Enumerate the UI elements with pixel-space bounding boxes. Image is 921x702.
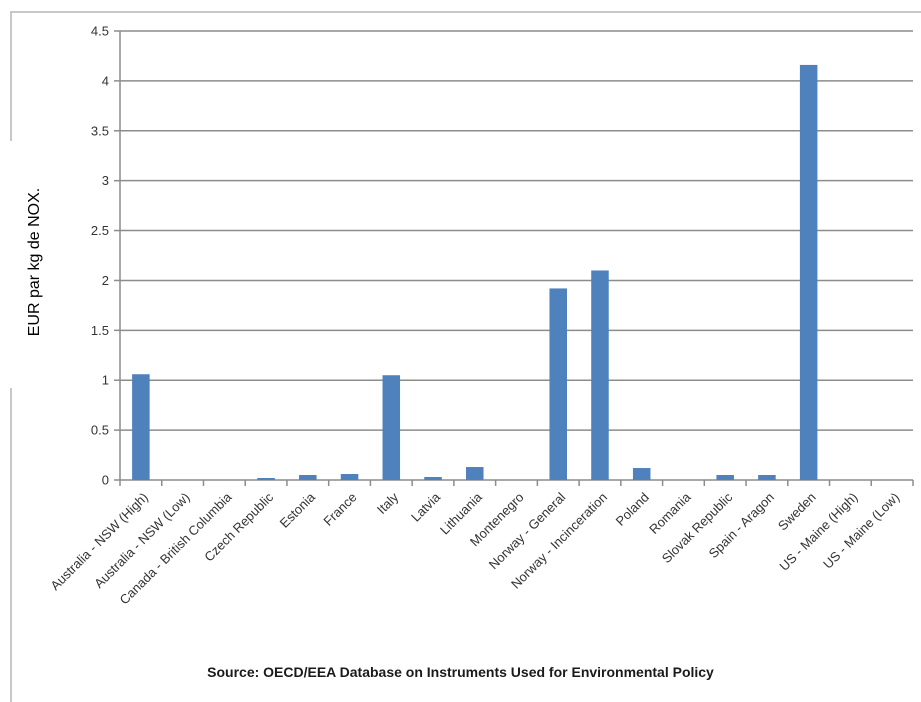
x-tick-label-4: Estonia [277,489,319,531]
y-tick-label-0: 0 [102,473,109,488]
bar-16 [800,65,818,480]
y-tick-label-3: 1.5 [91,323,109,338]
bar-6 [383,375,401,480]
y-tick-label-6: 3 [102,173,109,188]
bars [132,65,817,480]
bar-15 [758,475,776,480]
x-tick-label-7: Latvia [408,489,444,525]
gridlines [114,31,913,486]
y-tick-label-2: 1 [102,373,109,388]
bar-3 [257,478,275,480]
x-tick-label-18: US - Maine (Low) [820,490,902,572]
bar-5 [341,474,359,480]
bar-12 [633,468,651,480]
x-tick-label-6: Italy [374,489,402,517]
bar-4 [299,475,317,480]
y-tick-label-8: 4 [102,73,109,88]
y-axis-label: EUR par kg de NOX. [26,188,43,337]
y-tick-label-5: 2.5 [91,223,109,238]
y-tick-label-7: 3.5 [91,123,109,138]
x-tick-label-17: US - Maine (High) [776,490,860,574]
x-tick-labels: Australia - NSW (High)Australia - NSW (L… [47,489,902,607]
y-tick-label-9: 4.5 [91,24,109,39]
bar-7 [424,477,442,480]
source-note: Source: OECD/EEA Database on Instruments… [0,664,921,680]
x-tick-label-5: France [320,490,359,529]
bar-8 [466,467,484,480]
bar-11 [591,270,609,480]
bar-14 [716,475,734,480]
y-tick-labels: 0 0.5 1 1.5 2 2.5 3 3.5 4 4.5 [91,24,109,488]
bar-10 [549,288,567,480]
x-tick-label-12: Poland [613,490,652,529]
x-tick-label-14: Slovak Republic [659,489,736,566]
bar-0 [132,374,150,480]
y-tick-label-1: 0.5 [91,423,109,438]
y-tick-label-4: 2 [102,273,109,288]
x-tick-label-10: Norway - General [486,489,569,572]
